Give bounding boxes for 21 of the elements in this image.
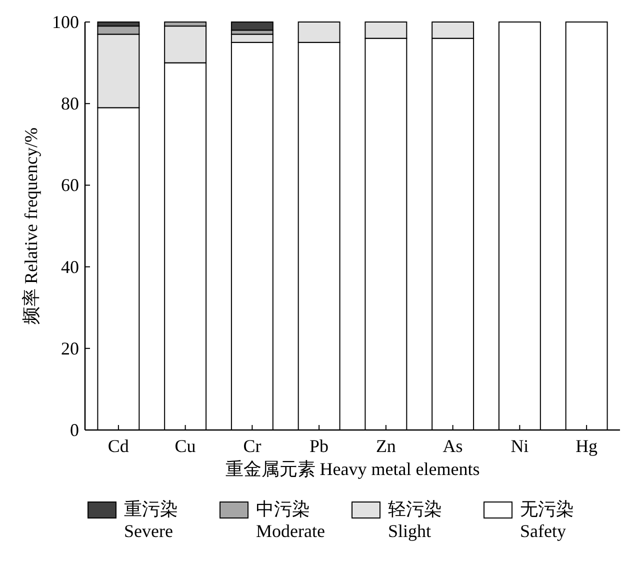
- x-tick-label: Hg: [576, 436, 598, 456]
- y-tick-label: 60: [61, 175, 79, 196]
- x-tick-label: Cr: [243, 436, 262, 456]
- x-tick-label: Pb: [310, 436, 329, 456]
- y-tick-label: 40: [61, 256, 79, 277]
- x-tick-label: Zn: [376, 436, 396, 456]
- x-tick-label: Cd: [108, 436, 129, 456]
- x-tick-label: As: [442, 436, 463, 456]
- x-tick-label: Cu: [174, 436, 196, 456]
- legend-label: 中污染 Moderate: [256, 499, 325, 541]
- x-axis-title: 重金属元素 Heavy metal elements: [225, 459, 480, 479]
- legend-label: 重污染 Severe: [124, 499, 178, 541]
- legend-label: 轻污染 Slight: [388, 499, 442, 541]
- y-tick-label: 20: [61, 338, 79, 358]
- x-tick-label: Ni: [510, 436, 529, 456]
- y-axis-title: 频率 Relative frequency/%: [21, 128, 41, 324]
- y-tick-label: 0: [70, 420, 79, 440]
- y-tick-label: 100: [52, 12, 79, 32]
- y-tick-label: 80: [61, 94, 79, 114]
- bar: [230, 22, 274, 31]
- legend-label: 无污染 Safety: [520, 499, 574, 541]
